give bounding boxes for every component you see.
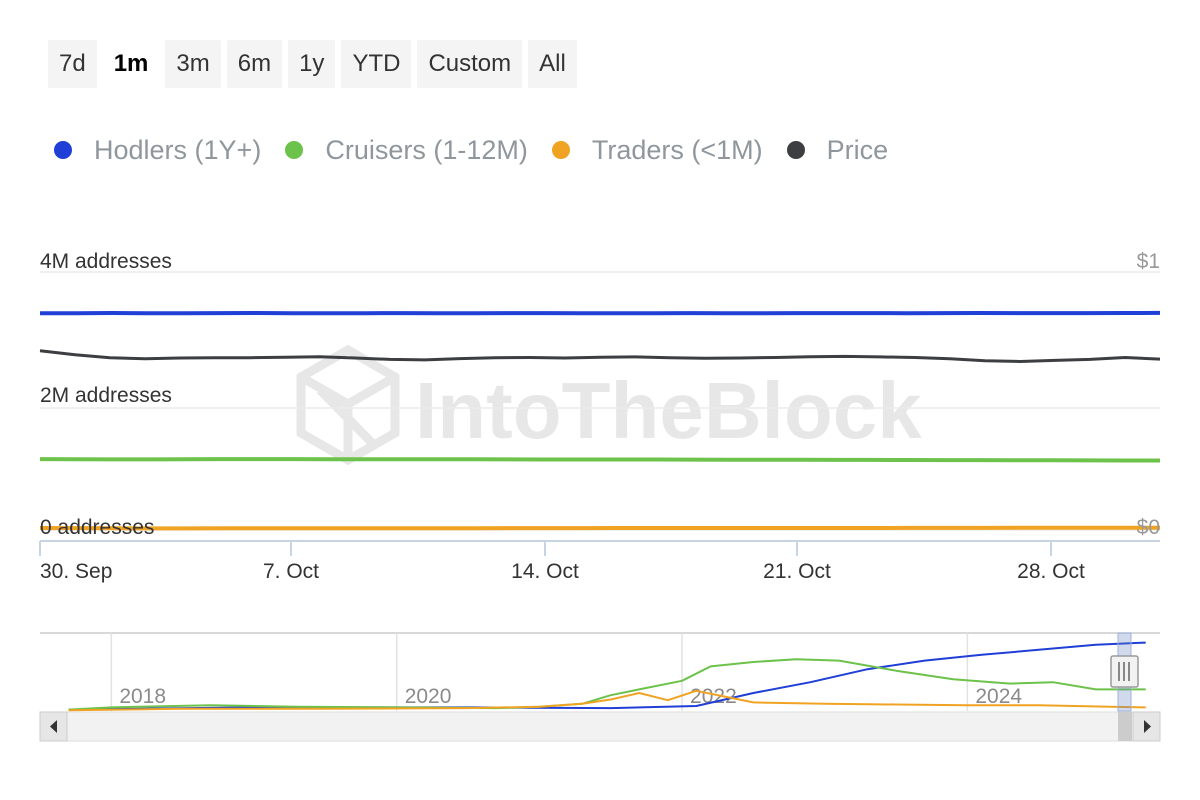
legend-item-cruisers[interactable]: Cruisers (1-12M) [285,135,528,166]
range-button-3m[interactable]: 3m [165,40,221,88]
x-tick-label: 7. Oct [263,560,319,583]
y-tick-label: 4M addresses [40,250,172,273]
arrow-left-icon [50,720,57,733]
navigator-series-cruisers [68,658,1146,711]
y-tick-label: 2M addresses [40,384,172,407]
navigator-year-label: 2020 [405,685,452,708]
legend-item-traders[interactable]: Traders (<1M) [551,134,763,166]
navigator-year-label: 2022 [690,685,737,708]
x-tick-label: 21. Oct [763,560,831,583]
scrollbar-thumb[interactable] [1118,712,1132,741]
range-button-1m[interactable]: 1m [102,40,160,88]
x-tick-label: 30. Sep [40,560,112,583]
navigator-handle[interactable] [1110,655,1139,688]
range-button-all[interactable]: All [528,40,577,88]
range-button-custom[interactable]: Custom [417,40,523,88]
legend-label: Cruisers (1-12M) [325,134,528,165]
legend-dot-icon [54,141,72,159]
watermark-logo-icon [296,344,400,466]
chart-legend: Hodlers (1Y+) Cruisers (1-12M) Traders (… [54,128,912,172]
x-tick-label: 14. Oct [511,560,579,583]
navigator-series-traders [68,689,1146,712]
arrow-right-icon [1144,720,1151,733]
watermark: IntoTheBlock [296,344,922,466]
range-button-ytd[interactable]: YTD [341,40,412,88]
legend-item-price[interactable]: Price [786,134,889,166]
x-tick-label: 28. Oct [1017,560,1085,583]
range-button-1y[interactable]: 1y [288,40,336,88]
range-button-6m[interactable]: 6m [226,40,283,88]
legend-dot-icon [551,141,570,159]
series-line-cruisers [39,457,1160,463]
range-selector: 7d 1m 3m 6m 1y YTD Custom All [48,40,577,88]
navigator-year-label: 2018 [119,685,166,708]
series-line-traders [39,525,1160,531]
y-right-tick-label: $0 [1137,516,1160,539]
scrollbar[interactable] [39,711,1161,742]
y-tick-label: 0 addresses [40,516,154,539]
legend-label: Traders (<1M) [591,134,763,165]
y-right-tick-label: $1 [1137,250,1160,273]
legend-item-hodlers[interactable]: Hodlers (1Y+) [54,135,261,166]
legend-dot-icon [786,141,805,159]
series-line-price [39,349,1161,363]
legend-label: Price [826,134,889,165]
legend-label: Hodlers (1Y+) [94,134,262,165]
scrollbar-track[interactable] [39,711,1161,742]
navigator[interactable]: 2018 2020 2022 2024 [39,632,1161,742]
watermark-text: IntoTheBlock [415,366,922,455]
navigator-year-label: 2024 [975,685,1022,708]
legend-dot-icon [285,141,304,159]
range-button-7d[interactable]: 7d [48,40,97,88]
